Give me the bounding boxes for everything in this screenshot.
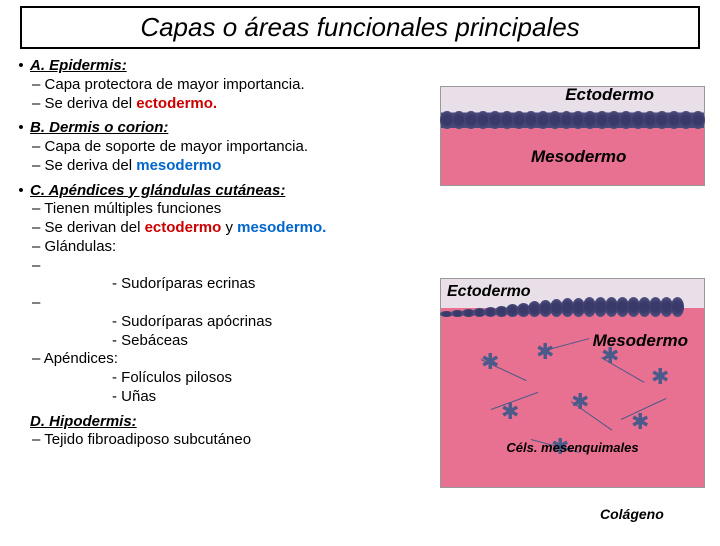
sub-c-empty1: –	[12, 257, 418, 276]
content-column: • A. Epidermis: – Capa protectora de may…	[0, 57, 430, 450]
gland-3: - Sebáceas	[12, 332, 418, 351]
sub-c2: – Se derivan del ectodermo y mesodermo.	[12, 219, 418, 238]
append-2: - Uñas	[12, 388, 418, 407]
hl-ectodermo: ectodermo.	[136, 95, 217, 112]
sub-b1: – Capa de soporte de mayor importancia.	[12, 138, 418, 157]
sub-a1: – Capa protectora de mayor importancia.	[12, 76, 418, 95]
epidermis-cells	[441, 111, 704, 129]
heading-d: D. Hipodermis:	[30, 413, 137, 430]
bullet-icon: •	[12, 119, 30, 138]
gland-1: - Sudoríparas ecrinas	[12, 275, 418, 294]
fig1-label-ectodermo: Ectodermo	[565, 85, 654, 105]
bullet-icon: •	[12, 182, 30, 201]
section-b: • B. Dermis o corion: – Capa de soporte …	[12, 119, 418, 175]
heading-a: A. Epidermis:	[30, 57, 127, 76]
section-c: • C. Apéndices y glándulas cutáneas: – T…	[12, 182, 418, 407]
fig2-label-ectodermo: Ectodermo	[447, 283, 531, 301]
section-a: • A. Epidermis: – Capa protectora de may…	[12, 57, 418, 113]
heading-c: C. Apéndices y glándulas cutáneas:	[30, 182, 285, 201]
heading-b: B. Dermis o corion:	[30, 119, 168, 138]
sub-c-empty2: –	[12, 294, 418, 313]
sub-b2: – Se deriva del mesodermo	[12, 157, 418, 176]
bullet-icon: •	[12, 57, 30, 76]
fig2-label-colageno: Colágeno	[600, 506, 664, 524]
sub-c1: – Tienen múltiples funciones	[12, 200, 418, 219]
figure-dermis: Ectodermo Mesodermo ✱✱✱✱✱✱✱✱ Céls. mesen…	[440, 278, 705, 488]
sub-a2: – Se deriva del ectodermo.	[12, 95, 418, 114]
append-1: - Folículos pilosos	[12, 369, 418, 388]
page-title: Capas o áreas funcionales principales	[32, 12, 688, 43]
gland-2: - Sudoríparas apócrinas	[12, 313, 418, 332]
sub-d1: – Tejido fibroadiposo subcutáneo	[12, 431, 418, 450]
fig1-label-mesodermo: Mesodermo	[531, 147, 626, 167]
section-d: D. Hipodermis: – Tejido fibroadiposo sub…	[12, 413, 418, 451]
sub-c3: – Glándulas:	[12, 238, 418, 257]
figure-epidermis: Ectodermo Mesodermo	[440, 86, 705, 186]
hl-mesodermo: mesodermo	[136, 157, 221, 174]
hl-mesodermo: mesodermo.	[237, 219, 326, 236]
title-box: Capas o áreas funcionales principales	[20, 6, 700, 49]
hl-ectodermo: ectodermo	[145, 219, 222, 236]
fig2-label-cels: Céls. mesenquimales	[441, 440, 704, 455]
sub-c4: – Apéndices:	[12, 350, 418, 369]
